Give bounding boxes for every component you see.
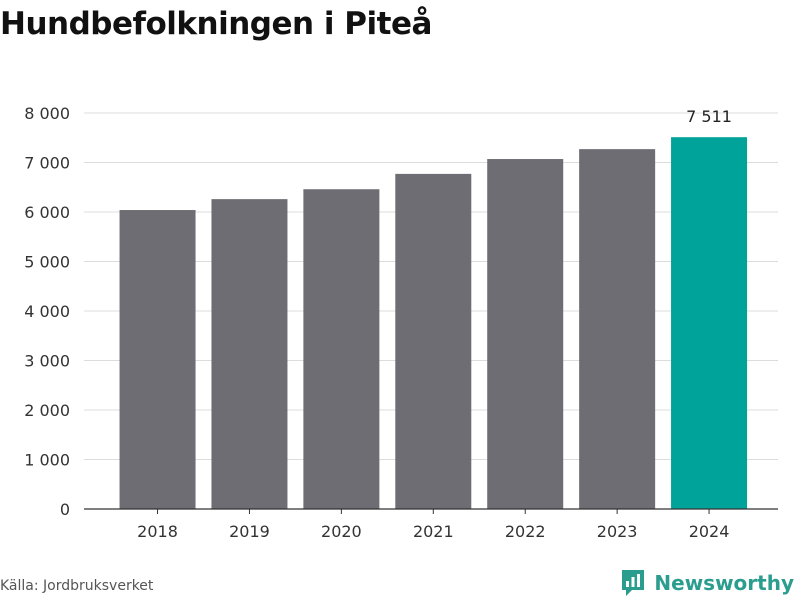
y-tick-label: 5 000 <box>24 253 70 272</box>
y-tick-label: 3 000 <box>24 352 70 371</box>
bar <box>487 159 564 509</box>
chart-title: Hundbefolkningen i Piteå <box>0 6 432 42</box>
y-tick-label: 1 000 <box>24 451 70 470</box>
x-tick-label: 2022 <box>505 522 546 541</box>
x-tick-label: 2018 <box>137 522 178 541</box>
y-tick-label: 7 000 <box>24 154 70 173</box>
x-tick-label: 2020 <box>321 522 362 541</box>
bar <box>211 199 288 509</box>
x-tick-label: 2024 <box>689 522 730 541</box>
y-tick-label: 0 <box>60 500 70 519</box>
x-tick-label: 2021 <box>413 522 454 541</box>
y-tick-label: 6 000 <box>24 203 70 222</box>
bar <box>119 210 196 509</box>
bar-chart: 0 1 000 2 000 3 000 4 000 5 000 6 000 7 000 8 00… <box>24 104 778 541</box>
data-label: 7 511 <box>686 107 732 126</box>
y-axis-ticks: 0 1 000 2 000 3 000 4 000 5 000 6 000 7 000 8 00… <box>24 104 70 519</box>
y-tick-label: 4 000 <box>24 302 70 321</box>
bar <box>579 149 656 509</box>
bar <box>395 173 472 509</box>
x-axis-ticks: 2018 2019 2020 2021 2022 2023 2024 <box>137 509 729 541</box>
x-tick-label: 2019 <box>229 522 270 541</box>
bar <box>671 137 748 509</box>
bars <box>119 137 748 510</box>
y-tick-label: 8 000 <box>24 104 70 123</box>
newsworthy-logo-icon <box>622 570 645 596</box>
brand-logo[interactable]: Newsworthy <box>620 568 794 598</box>
bar <box>303 189 380 510</box>
y-tick-label: 2 000 <box>24 401 70 420</box>
annotations: 7 511 <box>686 107 732 126</box>
source-note: Källa: Jordbruksverket <box>0 578 154 594</box>
x-tick-label: 2023 <box>597 522 638 541</box>
brand-name: Newsworthy <box>654 571 794 595</box>
